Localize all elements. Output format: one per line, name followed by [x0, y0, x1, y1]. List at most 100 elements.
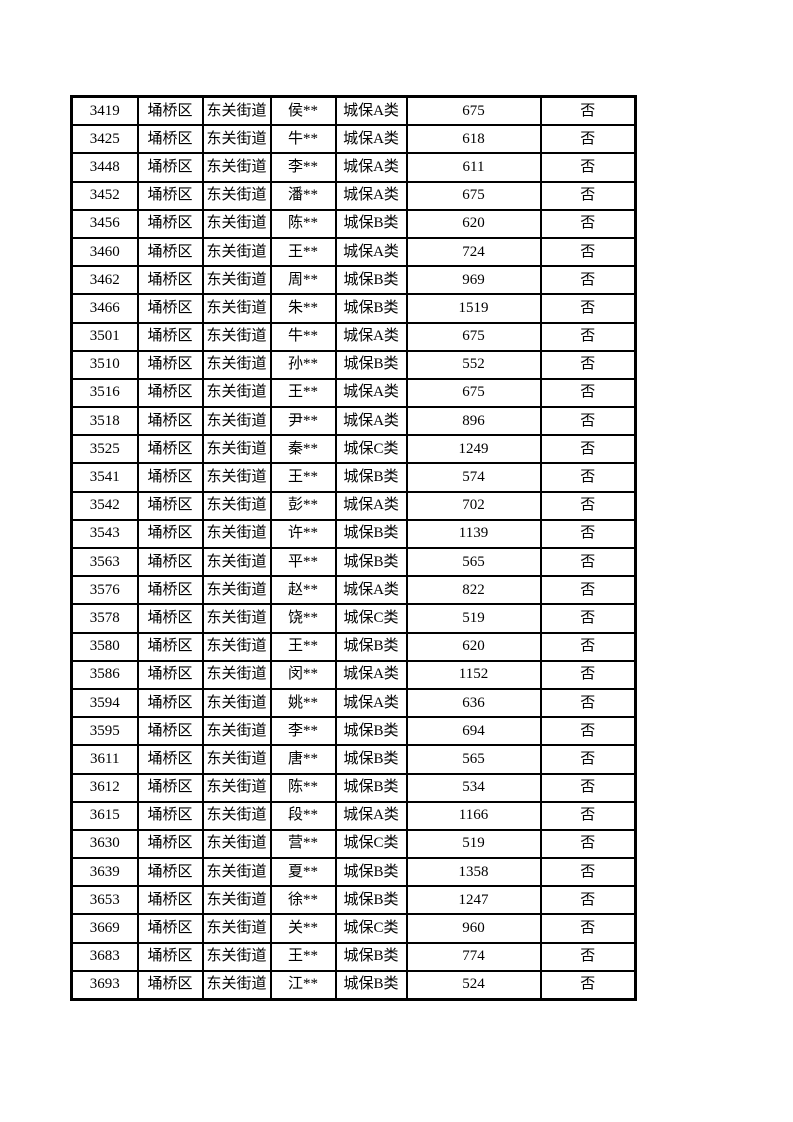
cell-flag: 否: [539, 828, 637, 860]
cell-serial-number: 3611: [70, 744, 139, 775]
table-row: 3669 埇桥区 东关街道 关** 城保C类 960 否: [70, 913, 637, 944]
cell-serial-number: 3516: [70, 377, 139, 409]
cell-amount: 969: [405, 265, 542, 296]
table-row: 3542 埇桥区 东关街道 彭** 城保A类 702 否: [70, 490, 637, 521]
table-row: 3452 埇桥区 东关街道 潘** 城保A类 675 否: [70, 180, 637, 211]
cell-serial-number: 3612: [70, 772, 139, 803]
cell-serial-number: 3462: [70, 265, 139, 296]
cell-serial-number: 3460: [70, 236, 139, 268]
cell-category: 城保B类: [334, 744, 408, 775]
table-row: 3683 埇桥区 东关街道 王** 城保B类 774 否: [70, 941, 637, 972]
cell-serial-number: 3580: [70, 631, 139, 662]
cell-serial-number: 3683: [70, 941, 139, 972]
table-row: 3518 埇桥区 东关街道 尹** 城保A类 896 否: [70, 406, 637, 437]
table-row: 3425 埇桥区 东关街道 牛** 城保A类 618 否: [70, 124, 637, 155]
cell-district: 埇桥区: [136, 236, 204, 268]
table-row: 3516 埇桥区 东关街道 王** 城保A类 675 否: [70, 377, 637, 409]
cell-district: 埇桥区: [136, 95, 204, 127]
table-row: 3466 埇桥区 东关街道 朱** 城保B类 1519 否: [70, 293, 637, 324]
cell-flag: 否: [539, 293, 637, 324]
cell-street: 东关街道: [201, 293, 272, 324]
cell-amount: 675: [405, 180, 542, 211]
cell-district: 埇桥区: [136, 349, 204, 380]
cell-category: 城保A类: [334, 95, 408, 127]
cell-street: 东关街道: [201, 490, 272, 521]
cell-street: 东关街道: [201, 265, 272, 296]
cell-person-name: 陈**: [269, 208, 337, 239]
cell-category: 城保B类: [334, 885, 408, 916]
table-row: 3419 埇桥区 东关街道 侯** 城保A类 675 否: [70, 95, 637, 127]
cell-flag: 否: [539, 321, 637, 352]
cell-amount: 822: [405, 575, 542, 606]
cell-person-name: 平**: [269, 546, 337, 578]
cell-person-name: 王**: [269, 236, 337, 268]
cell-district: 埇桥区: [136, 293, 204, 324]
cell-district: 埇桥区: [136, 406, 204, 437]
cell-category: 城保C类: [334, 603, 408, 634]
cell-serial-number: 3693: [70, 969, 139, 1001]
cell-person-name: 牛**: [269, 321, 337, 352]
table-row: 3693 埇桥区 东关街道 江** 城保B类 524 否: [70, 969, 637, 1001]
cell-person-name: 王**: [269, 941, 337, 972]
table-row: 3543 埇桥区 东关街道 许** 城保B类 1139 否: [70, 518, 637, 550]
cell-category: 城保C类: [334, 913, 408, 944]
cell-street: 东关街道: [201, 800, 272, 831]
cell-district: 埇桥区: [136, 490, 204, 521]
cell-person-name: 尹**: [269, 406, 337, 437]
cell-serial-number: 3615: [70, 800, 139, 831]
cell-person-name: 王**: [269, 377, 337, 409]
cell-flag: 否: [539, 265, 637, 296]
table-body: 3419 埇桥区 东关街道 侯** 城保A类 675 否 3425 埇桥区 东关街道 牛** 城保A类…: [70, 95, 637, 1001]
cell-district: 埇桥区: [136, 857, 204, 888]
cell-category: 城保C类: [334, 434, 408, 465]
cell-person-name: 闵**: [269, 659, 337, 690]
cell-person-name: 陈**: [269, 772, 337, 803]
cell-category: 城保B类: [334, 265, 408, 296]
cell-flag: 否: [539, 772, 637, 803]
cell-category: 城保A类: [334, 180, 408, 211]
cell-serial-number: 3578: [70, 603, 139, 634]
cell-flag: 否: [539, 546, 637, 578]
cell-category: 城保A类: [334, 800, 408, 831]
table-row: 3586 埇桥区 东关街道 闵** 城保A类 1152 否: [70, 659, 637, 690]
cell-serial-number: 3466: [70, 293, 139, 324]
cell-serial-number: 3576: [70, 575, 139, 606]
cell-district: 埇桥区: [136, 434, 204, 465]
cell-district: 埇桥区: [136, 716, 204, 747]
cell-amount: 1249: [405, 434, 542, 465]
cell-serial-number: 3510: [70, 349, 139, 380]
cell-category: 城保A类: [334, 124, 408, 155]
cell-category: 城保B类: [334, 462, 408, 493]
cell-category: 城保B类: [334, 772, 408, 803]
cell-serial-number: 3518: [70, 406, 139, 437]
cell-street: 东关街道: [201, 518, 272, 550]
cell-street: 东关街道: [201, 152, 272, 183]
cell-person-name: 侯**: [269, 95, 337, 127]
cell-person-name: 牛**: [269, 124, 337, 155]
cell-amount: 1139: [405, 518, 542, 550]
cell-person-name: 饶**: [269, 603, 337, 634]
cell-person-name: 营**: [269, 828, 337, 860]
cell-serial-number: 3501: [70, 321, 139, 352]
cell-street: 东关街道: [201, 631, 272, 662]
cell-district: 埇桥区: [136, 462, 204, 493]
cell-flag: 否: [539, 687, 637, 719]
cell-amount: 1247: [405, 885, 542, 916]
cell-street: 东关街道: [201, 744, 272, 775]
cell-district: 埇桥区: [136, 124, 204, 155]
table-row: 3448 埇桥区 东关街道 李** 城保A类 611 否: [70, 152, 637, 183]
cell-category: 城保A类: [334, 321, 408, 352]
cell-amount: 1519: [405, 293, 542, 324]
table-row: 3510 埇桥区 东关街道 孙** 城保B类 552 否: [70, 349, 637, 380]
cell-amount: 618: [405, 124, 542, 155]
cell-flag: 否: [539, 603, 637, 634]
cell-category: 城保B类: [334, 518, 408, 550]
cell-person-name: 唐**: [269, 744, 337, 775]
cell-serial-number: 3639: [70, 857, 139, 888]
cell-amount: 694: [405, 716, 542, 747]
cell-amount: 960: [405, 913, 542, 944]
cell-serial-number: 3543: [70, 518, 139, 550]
cell-flag: 否: [539, 490, 637, 521]
cell-category: 城保A类: [334, 152, 408, 183]
cell-person-name: 夏**: [269, 857, 337, 888]
